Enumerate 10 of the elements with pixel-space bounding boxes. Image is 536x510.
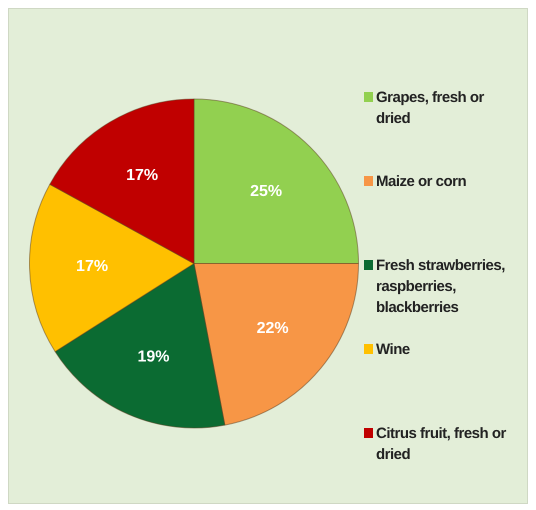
legend-label: Grapes, fresh or dried bbox=[376, 88, 486, 129]
legend-label: Wine bbox=[376, 340, 410, 360]
data-label: 17% bbox=[126, 167, 158, 184]
legend-label: Fresh strawberries, raspberries, blackberries bbox=[376, 256, 506, 318]
legend-label: Maize or corn bbox=[376, 172, 466, 192]
data-label: 22% bbox=[256, 320, 289, 337]
data-label: 19% bbox=[137, 348, 170, 366]
data-label: 25% bbox=[250, 182, 282, 200]
legend-label: Citrus fruit, fresh or dried bbox=[376, 424, 508, 465]
data-label: 17% bbox=[76, 258, 108, 276]
